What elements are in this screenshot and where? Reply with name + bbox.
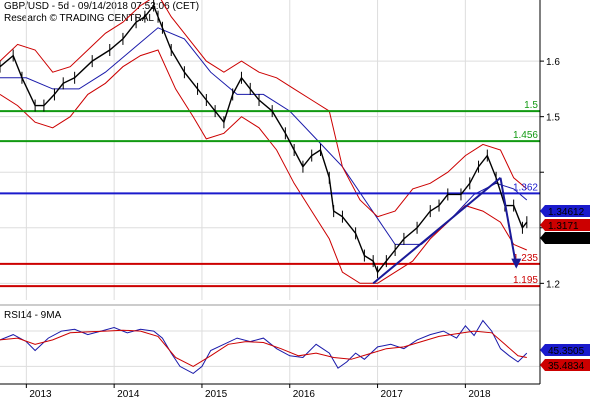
chart-credit: Research © TRADING CENTRAL bbox=[4, 13, 154, 24]
price-badge: 1.34612 bbox=[548, 207, 585, 218]
bollinger-lower-line bbox=[0, 49, 527, 284]
rsi-label: RSI14 - 9MA bbox=[4, 310, 62, 321]
rsi-ma-line bbox=[0, 329, 527, 367]
trendline bbox=[372, 177, 502, 285]
moving-average-line bbox=[0, 27, 528, 245]
rsi-badge-bg bbox=[540, 359, 590, 371]
price-badges: 1.34612 1.3171 1.3112 45.3505 35.4834 bbox=[540, 205, 590, 372]
x-tick-label: 2015 bbox=[205, 389, 228, 400]
price-line bbox=[0, 4, 528, 274]
resistance-level-label: 1.5 bbox=[524, 100, 538, 111]
x-tick-label: 2016 bbox=[293, 389, 316, 400]
support-level-label: 1.195 bbox=[513, 275, 538, 286]
price-badge: 1.3171 bbox=[548, 221, 579, 232]
x-tick-label: 2014 bbox=[117, 389, 140, 400]
bollinger-upper-line bbox=[0, 0, 528, 218]
trendline bbox=[499, 177, 518, 267]
rsi-badge-bg bbox=[540, 344, 590, 356]
price-badge-bg bbox=[540, 205, 590, 217]
x-tick-label: 2013 bbox=[29, 389, 52, 400]
rsi-badge: 35.4834 bbox=[548, 361, 585, 372]
y-tick-label: 1.2 bbox=[546, 279, 560, 290]
x-tick-label: 2017 bbox=[381, 389, 404, 400]
price-badge-bg bbox=[540, 232, 590, 244]
trend-arrowhead bbox=[511, 258, 522, 269]
rsi-line bbox=[0, 319, 528, 374]
price-badge: 1.3112 bbox=[548, 234, 578, 245]
chart-title: GBP/USD - 5d - 09/14/2018 07:53:06 (CET) bbox=[4, 1, 200, 12]
trendlines bbox=[372, 177, 522, 285]
axes: 1.6 1.5 1.2 2013 2014 2015 2016 2017 2018 bbox=[0, 0, 560, 400]
price-series bbox=[0, 0, 528, 279]
grid bbox=[0, 0, 540, 384]
resistance-level-label: 1.456 bbox=[513, 130, 538, 141]
rsi-badge: 45.3505 bbox=[548, 346, 585, 357]
x-tick-label: 2018 bbox=[468, 389, 491, 400]
support-level-label: 1.235 bbox=[513, 253, 538, 264]
horizontal-levels: 1.5 1.456 1.362 1.235 1.195 bbox=[0, 100, 540, 288]
pivot-level-label: 1.362 bbox=[513, 182, 538, 193]
y-tick-label: 1.6 bbox=[546, 57, 560, 68]
price-badge-bg bbox=[540, 219, 590, 231]
y-tick-label: 1.5 bbox=[546, 113, 560, 124]
rsi-panel bbox=[0, 304, 540, 374]
